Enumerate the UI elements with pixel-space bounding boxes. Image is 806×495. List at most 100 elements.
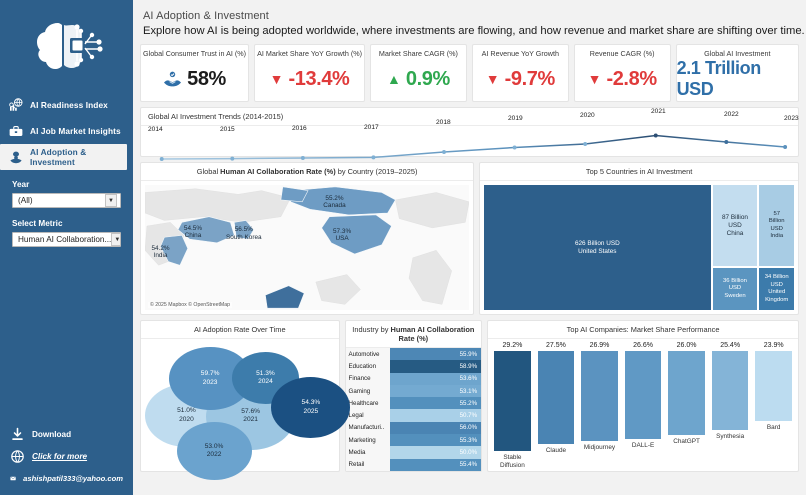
trend-chart[interactable]: 2014 2015 2016 2017 2018 2019 2020 2021 … — [148, 108, 799, 181]
metric-select[interactable]: Human AI Collaboration... ▼ — [12, 232, 121, 247]
bar-label: Stable Diffusion — [500, 454, 525, 469]
sidebar-item-label: AI Job Market Insights — [30, 126, 121, 136]
treemap-value-sweden-unit: USD — [728, 285, 742, 292]
chevron-down-icon[interactable]: ▼ — [111, 233, 120, 246]
more-info-label: Click for more — [32, 451, 88, 461]
industry-name: Education — [345, 360, 390, 373]
treemap-cell-united-states[interactable]: 626 Billion USD United States — [484, 185, 711, 310]
bar-rect — [624, 351, 662, 439]
page-header: AI Adoption & Investment Explore how AI … — [133, 0, 806, 44]
table-row[interactable]: Finance 53.6% — [345, 372, 482, 385]
metric-select-value: Human AI Collaboration... — [18, 235, 112, 244]
bar-column-dall-e[interactable]: 26.6% DALL-E — [624, 342, 662, 471]
trend-label-2016: 2016 — [292, 125, 307, 132]
industry-value: 56.0% — [389, 421, 482, 435]
treemap-cell-india[interactable]: 57 Billion USD India — [759, 185, 794, 267]
industry-name: Automotive — [345, 348, 390, 361]
treemap-name-sweden: Sweden — [724, 292, 746, 299]
kpi-row: Global Consumer Trust in AI (%) 58% AI M… — [133, 44, 806, 102]
map-value-china: 54.5% — [183, 225, 203, 232]
kpi-value: -9.7% — [504, 67, 556, 90]
kpi-title: Market Share CAGR (%) — [378, 49, 458, 58]
bubble-value-2024: 51.3% — [256, 369, 275, 377]
bar-column-synthesia[interactable]: 25.4% Synthesia — [711, 342, 749, 471]
treemap-cell-label: 87 Billion USD China — [722, 214, 748, 238]
treemap-cell-sweden[interactable]: 36 Billion USD Sweden — [712, 268, 758, 310]
kpi-card-consumer-trust[interactable]: Global Consumer Trust in AI (%) 58% — [140, 44, 250, 102]
map-country-china: China — [184, 232, 202, 240]
map-label-china: 54.5% China — [184, 225, 202, 240]
kpi-title: AI Revenue YoY Growth — [481, 49, 559, 58]
map-country-india: India — [153, 252, 168, 260]
bar-column-claude[interactable]: 27.5% Claude — [537, 342, 575, 471]
sidebar-item-ai-job-market-insights[interactable]: AI Job Market Insights — [0, 118, 133, 144]
table-row[interactable]: Manufacturi.. 56.0% — [345, 421, 482, 435]
bar-column-chatgpt[interactable]: 26.0% ChatGPT — [668, 342, 705, 471]
kpi-card-market-share-yoy[interactable]: AI Market Share YoY Growth (%) ▼ -13.4% — [254, 44, 365, 102]
more-info-link[interactable]: Click for more — [10, 445, 123, 467]
table-row[interactable]: Automotive 55.9% — [345, 348, 482, 361]
kpi-value: -2.8% — [606, 67, 657, 90]
map-label-canada: 55.2% Canada — [323, 195, 345, 210]
table-row[interactable]: Education 58.9% — [345, 360, 482, 373]
chevron-down-icon[interactable]: ▼ — [105, 194, 117, 207]
table-row[interactable]: Media 50.0% — [345, 446, 482, 459]
industry-title-pre: Industry by — [352, 325, 391, 334]
treemap-cell-china[interactable]: 87 Billion USD China — [712, 185, 758, 267]
sidebar: AI Readiness Index AI Job Market Insight… — [0, 0, 133, 495]
bubble-label: 51.3% 2024 — [256, 370, 275, 386]
table-row[interactable]: Gaming 53.1% — [345, 384, 482, 398]
industry-value: 53.6% — [389, 372, 482, 385]
download-link[interactable]: Download — [10, 423, 123, 445]
map-title-bold: Human AI Collaboration Rate (%) — [220, 167, 336, 176]
sidebar-item-label: AI Adoption & Investment — [30, 147, 87, 167]
kpi-value: 58% — [187, 67, 226, 90]
kpi-title: Global Consumer Trust in AI (%) — [143, 49, 247, 58]
table-row[interactable]: Marketing 55.3% — [345, 434, 482, 447]
table-row[interactable]: Retail 55.4% — [345, 458, 482, 471]
sidebar-item-label: AI Readiness Index — [30, 100, 108, 110]
investment-trend-title: Global AI Investment Trends (2014-2015) — [141, 108, 798, 126]
industry-bar-list: Automotive 55.9% Education 58.9% Finance… — [345, 348, 482, 471]
bar-value: 27.5% — [546, 342, 566, 349]
sidebar-item-ai-adoption-investment[interactable]: AI Adoption & Investment — [0, 144, 127, 170]
bar-column-bard[interactable]: 23.9% Bard — [755, 342, 792, 471]
table-row[interactable]: Healthcare 55.2% — [345, 397, 482, 410]
industry-value: 50.0% — [389, 446, 482, 459]
bubble-label: 51.0% 2020 — [177, 407, 196, 423]
table-row[interactable]: Legal 50.7% — [345, 409, 482, 422]
row-bubble-industry-companies: AI Adoption Rate Over Time 51.0% 2020 57… — [133, 315, 806, 481]
treemap-value-india-unit1: Billion — [768, 218, 785, 225]
bar-rect — [581, 351, 618, 442]
treemap-cell-label: 57 Billion USD India — [769, 211, 785, 241]
kpi-body: ▲ 0.9% — [371, 58, 466, 101]
bubble-2025[interactable]: 54.3% 2025 — [271, 377, 351, 438]
kpi-card-revenue-yoy[interactable]: AI Revenue YoY Growth ▼ -9.7% — [471, 44, 569, 102]
kpi-card-global-investment[interactable]: Global AI Investment 2.1 Trillion USD — [675, 44, 799, 102]
year-select[interactable]: (All) ▼ — [12, 193, 121, 208]
trend-up-icon: ▲ — [387, 71, 401, 88]
world-map[interactable]: 55.2% Canada 57.3% USA 54.5% China 56.5%… — [145, 185, 470, 310]
map-country-usa: USA — [335, 234, 349, 242]
bar-value: 25.4% — [720, 342, 741, 349]
globe-analytics-icon — [9, 97, 23, 111]
trend-down-icon: ▼ — [485, 71, 500, 88]
bar-label: Synthesia — [716, 432, 745, 440]
page-title: AI Adoption & Investment — [143, 10, 269, 22]
sidebar-item-ai-readiness-index[interactable]: AI Readiness Index — [0, 92, 133, 118]
treemap-cell-united-kingdom[interactable]: 34 Billion USD United Kingdom — [759, 268, 794, 310]
email-link[interactable]: ashishpatil333@yahoo.com — [10, 467, 123, 489]
kpi-card-revenue-cagr[interactable]: Revenue CAGR (%) ▼ -2.8% — [573, 44, 671, 102]
bar-rect — [494, 351, 531, 452]
kpi-card-market-share-cagr[interactable]: Market Share CAGR (%) ▲ 0.9% — [370, 44, 467, 102]
main-content: AI Adoption & Investment Explore how AI … — [133, 0, 806, 495]
industry-title: Industry by Human AI Collaboration Rate … — [345, 321, 482, 348]
briefcase-icon — [9, 125, 23, 136]
treemap-cell-label: 36 Billion USD Sweden — [723, 278, 747, 300]
bubble-value-2023: 59.7% — [200, 370, 220, 378]
bar-column-stable-diffusion[interactable]: 29.2% Stable Diffusion — [494, 342, 531, 471]
bar-column-midjourney[interactable]: 26.9% Midjourney — [581, 342, 618, 471]
bubble-2022[interactable]: 53.0% 2022 — [176, 422, 252, 481]
bubble-value-2021: 57.6% — [241, 407, 260, 415]
trend-label-2023: 2023 — [784, 115, 799, 122]
